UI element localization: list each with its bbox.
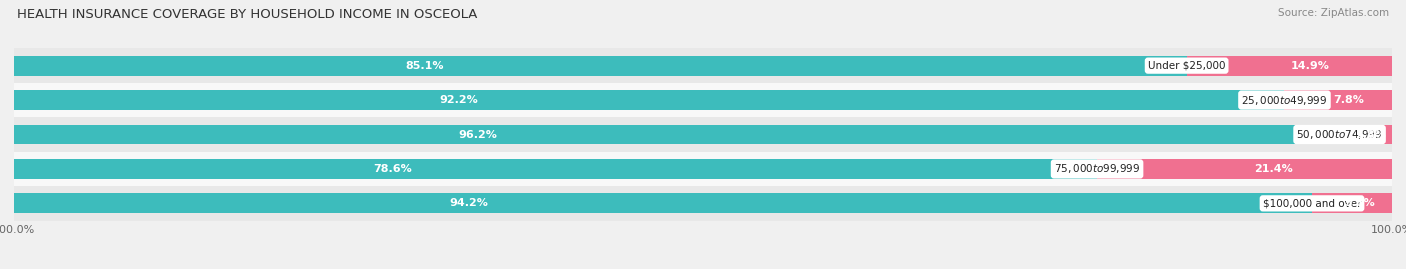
Bar (14, 125, 1340, 144)
Text: 5.8%: 5.8% (1344, 198, 1375, 208)
Bar (14, 159, 1097, 179)
Text: 7.8%: 7.8% (1333, 95, 1364, 105)
Text: 3.8%: 3.8% (1355, 129, 1386, 140)
Text: 85.1%: 85.1% (405, 61, 444, 71)
Bar (14, 193, 1312, 213)
Bar (1285, 90, 1392, 110)
Bar (14, 186, 1392, 221)
Text: HEALTH INSURANCE COVERAGE BY HOUSEHOLD INCOME IN OSCEOLA: HEALTH INSURANCE COVERAGE BY HOUSEHOLD I… (17, 8, 477, 21)
Bar (14, 117, 1392, 152)
Text: $25,000 to $49,999: $25,000 to $49,999 (1241, 94, 1327, 107)
Bar (14, 152, 1392, 186)
Bar (14, 90, 1285, 110)
Bar (1187, 56, 1392, 76)
Bar (14, 56, 1187, 76)
Bar (14, 48, 1392, 83)
Text: $100,000 and over: $100,000 and over (1263, 198, 1361, 208)
Text: 14.9%: 14.9% (1291, 61, 1329, 71)
Text: $50,000 to $74,999: $50,000 to $74,999 (1296, 128, 1382, 141)
Text: 21.4%: 21.4% (1254, 164, 1294, 174)
Bar (1097, 159, 1392, 179)
Text: 78.6%: 78.6% (374, 164, 412, 174)
Text: Source: ZipAtlas.com: Source: ZipAtlas.com (1278, 8, 1389, 18)
Bar (1312, 193, 1392, 213)
Bar (14, 83, 1392, 117)
Text: 94.2%: 94.2% (449, 198, 488, 208)
Text: $75,000 to $99,999: $75,000 to $99,999 (1054, 162, 1140, 175)
Text: 96.2%: 96.2% (458, 129, 498, 140)
Text: 92.2%: 92.2% (439, 95, 478, 105)
Text: Under $25,000: Under $25,000 (1147, 61, 1226, 71)
Bar (1340, 125, 1392, 144)
